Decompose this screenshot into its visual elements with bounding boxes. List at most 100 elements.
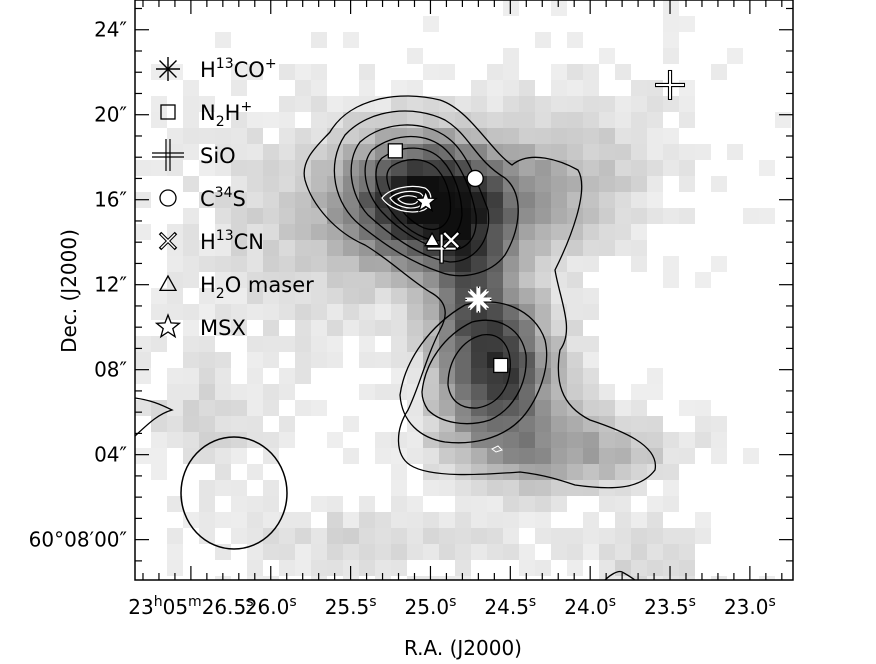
heatmap-cell — [455, 512, 471, 528]
heatmap-cell — [695, 144, 711, 160]
heatmap-cell — [359, 112, 375, 128]
legend-label: C34S — [200, 185, 246, 211]
heatmap-cell — [551, 304, 567, 320]
heatmap-cell — [375, 160, 391, 176]
heatmap-cell — [423, 128, 439, 144]
heatmap-cell — [615, 208, 631, 224]
heatmap-cell — [551, 384, 567, 400]
heatmap-cell — [519, 160, 535, 176]
heatmap-cell — [551, 224, 567, 240]
heatmap-cell — [551, 80, 567, 96]
heatmap-cell — [391, 544, 407, 560]
heatmap-cell — [471, 464, 487, 480]
heatmap-cell — [263, 240, 279, 256]
heatmap-cell — [583, 352, 599, 368]
heatmap-cell — [311, 320, 327, 336]
heatmap-cell — [583, 80, 599, 96]
heatmap-cell — [647, 576, 663, 580]
heatmap-cell — [279, 240, 295, 256]
x-tick-label: 24.5s — [484, 594, 536, 619]
heatmap-cell — [231, 192, 247, 208]
heatmap-cell — [583, 464, 599, 480]
legend-label: H13CO+ — [200, 56, 277, 82]
heatmap-cell — [295, 336, 311, 352]
heatmap-cell — [695, 528, 711, 544]
heatmap-cell — [231, 416, 247, 432]
heatmap-cell — [407, 352, 423, 368]
heatmap-cell — [647, 528, 663, 544]
heatmap-cell — [647, 112, 663, 128]
heatmap-cell — [551, 192, 567, 208]
heatmap-cell — [359, 240, 375, 256]
heatmap-cell — [407, 320, 423, 336]
heatmap-cell — [551, 464, 567, 480]
heatmap-cell — [439, 448, 455, 464]
heatmap-cell — [567, 80, 583, 96]
heatmap-cell — [407, 288, 423, 304]
heatmap-cell — [663, 128, 679, 144]
heatmap-cell — [679, 16, 695, 32]
heatmap-cell — [279, 432, 295, 448]
heatmap-cell — [631, 416, 647, 432]
heatmap-cell — [455, 320, 471, 336]
heatmap-cell — [519, 336, 535, 352]
heatmap-cell — [567, 304, 583, 320]
heatmap-cell — [279, 368, 295, 384]
intensity-map — [135, 0, 791, 580]
heatmap-cell — [231, 144, 247, 160]
heatmap-cell — [455, 384, 471, 400]
heatmap-cell — [311, 336, 327, 352]
heatmap-cell — [247, 144, 263, 160]
heatmap-cell — [519, 384, 535, 400]
heatmap-cell — [567, 560, 583, 576]
heatmap-cell — [583, 112, 599, 128]
heatmap-cell — [279, 192, 295, 208]
heatmap-cell — [391, 176, 407, 192]
heatmap-cell — [199, 336, 215, 352]
heatmap-cell — [583, 96, 599, 112]
heatmap-cell — [167, 256, 183, 272]
heatmap-cell — [199, 256, 215, 272]
heatmap-cell — [327, 144, 343, 160]
heatmap-cell — [535, 144, 551, 160]
heatmap-cell — [551, 400, 567, 416]
heatmap-cell — [391, 384, 407, 400]
heatmap-cell — [327, 496, 343, 512]
heatmap-cell — [263, 208, 279, 224]
heatmap-cell — [599, 208, 615, 224]
heatmap-cell — [663, 576, 679, 580]
heatmap-cell — [391, 288, 407, 304]
heatmap-cell — [647, 368, 663, 384]
heatmap-cell — [519, 352, 535, 368]
axis-ticks — [135, 0, 793, 580]
heatmap-cell — [455, 480, 471, 496]
heatmap-cell — [727, 144, 743, 160]
heatmap-cell — [375, 240, 391, 256]
heatmap-cell — [599, 528, 615, 544]
heatmap-cell — [279, 256, 295, 272]
heatmap-cell — [631, 528, 647, 544]
heatmap-cell — [215, 400, 231, 416]
heatmap-cell — [663, 96, 679, 112]
heatmap-cell — [471, 384, 487, 400]
heatmap-cell — [455, 272, 471, 288]
heatmap-cell — [631, 512, 647, 528]
heatmap-cell — [199, 352, 215, 368]
heatmap-cell — [183, 176, 199, 192]
heatmap-cell — [471, 96, 487, 112]
heatmap-cell — [583, 304, 599, 320]
heatmap-cell — [199, 512, 215, 528]
heatmap-cell — [455, 96, 471, 112]
beam-ellipse — [180, 436, 288, 550]
heatmap-cell — [359, 384, 375, 400]
heatmap-cell — [343, 448, 359, 464]
heatmap-cell — [231, 64, 247, 80]
heatmap-cell — [615, 432, 631, 448]
heatmap-cell — [455, 560, 471, 576]
heatmap-cell — [551, 288, 567, 304]
heatmap-cell — [215, 144, 231, 160]
heatmap-cell — [279, 544, 295, 560]
heatmap-cell — [247, 464, 263, 480]
heatmap-cell — [615, 576, 631, 580]
heatmap-cell — [535, 192, 551, 208]
